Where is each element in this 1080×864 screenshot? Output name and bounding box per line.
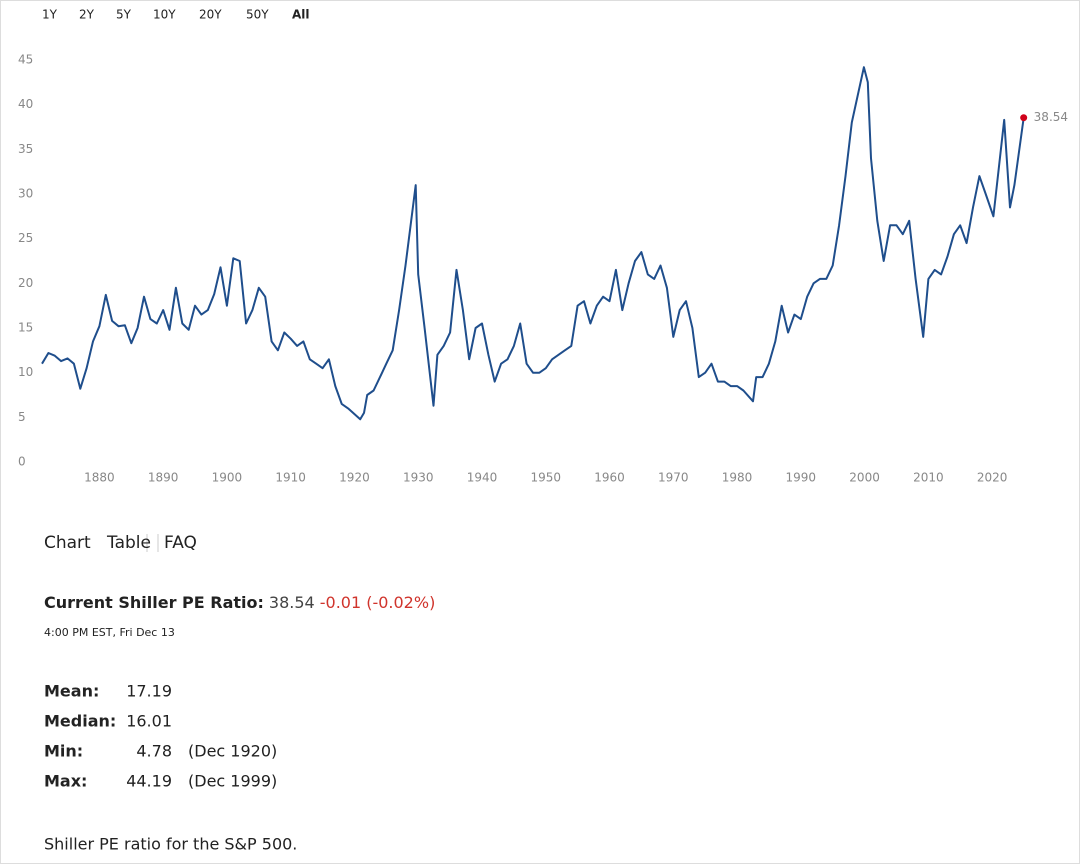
tab[interactable]: FAQ (164, 533, 197, 553)
x-tick-label: 1960 (594, 471, 625, 485)
range-button[interactable]: 10Y (153, 8, 176, 22)
stat-value: 17.19 (126, 682, 172, 701)
current-label: Current Shiller PE Ratio: (44, 593, 264, 612)
stat-label: Mean: (44, 682, 99, 701)
stat-label: Max: (44, 772, 87, 791)
stat-value: 4.78 (136, 742, 172, 761)
range-button[interactable]: 2Y (79, 8, 95, 22)
y-tick-label: 15 (18, 321, 33, 335)
x-tick-label: 2020 (977, 471, 1008, 485)
range-button[interactable]: 5Y (116, 8, 132, 22)
y-tick-label: 0 (18, 455, 26, 469)
last-point (1020, 114, 1028, 122)
tab[interactable]: Table (106, 533, 151, 553)
y-tick-label: 25 (18, 231, 33, 245)
x-tick-label: 1930 (403, 471, 434, 485)
description: Shiller PE ratio for the S&P 500. (44, 835, 297, 854)
stat-date: (Dec 1920) (188, 742, 277, 761)
current-value: 38.54 (269, 593, 315, 612)
y-tick-label: 45 (18, 53, 33, 67)
y-tick-label: 30 (18, 187, 33, 201)
y-tick-label: 40 (18, 97, 33, 111)
x-tick-label: 1920 (339, 471, 370, 485)
stat-value: 16.01 (126, 712, 172, 731)
x-tick-label: 1880 (84, 471, 115, 485)
stat-date: (Dec 1999) (188, 772, 277, 791)
x-tick-label: 2010 (913, 471, 944, 485)
stat-label: Median: (44, 712, 116, 731)
y-tick-label: 35 (18, 142, 33, 156)
last-value-label: 38.54 (1034, 110, 1068, 124)
x-tick-label: 1910 (275, 471, 306, 485)
current-change: -0.01 (-0.02%) (320, 593, 436, 612)
stat-label: Min: (44, 742, 83, 761)
timestamp: 4:00 PM EST, Fri Dec 13 (44, 626, 175, 639)
stat-value: 44.19 (126, 772, 172, 791)
range-button[interactable]: 50Y (246, 8, 269, 22)
range-button[interactable]: All (292, 8, 310, 22)
y-tick-label: 5 (18, 410, 26, 424)
y-tick-label: 10 (18, 365, 33, 379)
x-tick-label: 1890 (148, 471, 179, 485)
x-tick-label: 1900 (212, 471, 243, 485)
range-button[interactable]: 1Y (42, 8, 58, 22)
x-tick-label: 1940 (467, 471, 498, 485)
y-tick-label: 20 (18, 276, 33, 290)
x-tick-label: 2000 (849, 471, 880, 485)
x-tick-label: 1990 (786, 471, 817, 485)
x-tick-label: 1980 (722, 471, 753, 485)
tab[interactable]: Chart (44, 533, 91, 553)
range-button[interactable]: 20Y (199, 8, 222, 22)
x-tick-label: 1970 (658, 471, 689, 485)
x-tick-label: 1950 (530, 471, 561, 485)
current-line: Current Shiller PE Ratio: 38.54 -0.01 (-0.… (44, 593, 435, 612)
line (41, 66, 1025, 421)
